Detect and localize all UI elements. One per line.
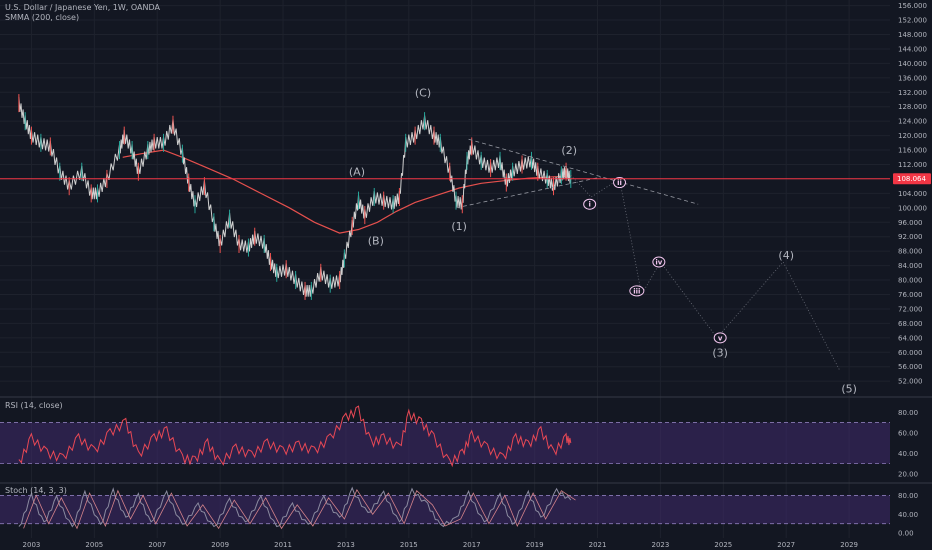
y-tick-label: 84.000 [898, 262, 923, 270]
y-tick-label: 40.00 [898, 450, 918, 458]
wave-label[interactable]: i [588, 201, 590, 209]
wave-label[interactable]: (5) [841, 382, 857, 395]
wave-label-circle[interactable] [713, 332, 727, 344]
y-tick-label: 96.000 [898, 219, 923, 227]
y-tick-label: 152.000 [898, 17, 927, 25]
triangle-lower-line[interactable] [455, 176, 601, 209]
rsi-line[interactable] [18, 405, 572, 468]
wave-label[interactable]: (4) [778, 249, 794, 262]
stoch-pane[interactable] [0, 486, 890, 530]
y-tick-label: 156.000 [898, 2, 927, 10]
x-tick-label: 2021 [589, 541, 607, 549]
smma-legend[interactable]: SMMA (200, close) [5, 13, 79, 22]
y-tick-label: 68.000 [898, 320, 923, 328]
x-tick-label: 2025 [714, 541, 732, 549]
wave-label[interactable]: iii [633, 287, 640, 295]
y-tick-label: 40.00 [898, 511, 918, 519]
y-tick-label: 20.00 [898, 470, 918, 478]
wave-label[interactable]: v [718, 334, 723, 342]
stoch-line[interactable] [18, 486, 572, 528]
smma-line[interactable] [122, 149, 571, 234]
y-tick-label: 116.000 [898, 147, 927, 155]
y-tick-label: 136.000 [898, 74, 927, 82]
rsi-band [0, 422, 890, 464]
wave-label-circle[interactable] [652, 256, 666, 268]
y-tick-label: 80.000 [898, 277, 923, 285]
y-tick-label: 0.00 [898, 530, 914, 538]
y-tick-label: 144.000 [898, 45, 927, 53]
x-tick-label: 2005 [85, 541, 103, 549]
x-tick-label: 2007 [148, 541, 166, 549]
y-tick-label: 104.000 [898, 190, 927, 198]
y-tick-label: 140.000 [898, 60, 927, 68]
y-tick-label: 56.000 [898, 363, 923, 371]
y-tick-label: 132.000 [898, 89, 927, 97]
x-tick-label: 2015 [400, 541, 418, 549]
current-price-badge: 108.064 [893, 173, 931, 185]
x-tick-label: 2029 [840, 541, 858, 549]
y-tick-label: 124.000 [898, 118, 927, 126]
wave-label[interactable]: (1) [451, 220, 467, 233]
y-tick-label: 80.00 [898, 409, 918, 417]
x-tick-label: 2013 [337, 541, 355, 549]
stoch-band [0, 495, 890, 524]
price-series[interactable] [18, 97, 572, 297]
wave-label[interactable]: (2) [561, 144, 577, 157]
wave-label-circle[interactable] [613, 177, 627, 189]
y-tick-label: 148.000 [898, 31, 927, 39]
x-tick-label: 2023 [652, 541, 670, 549]
y-tick-label: 128.000 [898, 103, 927, 111]
symbol-title[interactable]: U.S. Dollar / Japanese Yen, 1W, OANDA [5, 3, 161, 12]
wave-label-circle[interactable] [583, 198, 597, 210]
y-tick-label: 76.000 [898, 291, 923, 299]
x-tick-label: 2003 [23, 541, 41, 549]
x-tick-label: 2011 [274, 541, 292, 549]
y-tick-label: 72.000 [898, 305, 923, 313]
y-tick-label: 60.00 [898, 429, 918, 437]
stoch-signal-line[interactable] [23, 488, 576, 530]
y-tick-label: 88.000 [898, 248, 923, 256]
rsi-pane[interactable] [0, 405, 890, 468]
wave-label-circle[interactable] [629, 285, 645, 297]
stoch-legend[interactable]: Stoch (14, 3, 3) [5, 486, 67, 495]
svg-text:108.064: 108.064 [897, 175, 926, 183]
wave-label[interactable]: (A) [349, 166, 365, 179]
y-tick-label: 112.000 [898, 161, 927, 169]
x-tick-label: 2017 [463, 541, 481, 549]
price-axis[interactable]: 52.000 56.000 60.000 64.000 68.000 72.000 76.0… [898, 2, 927, 538]
rsi-legend[interactable]: RSI (14, close) [5, 401, 63, 410]
x-tick-label: 2027 [777, 541, 795, 549]
triangle-upper-line[interactable] [468, 138, 699, 205]
wave-label[interactable]: ii [617, 179, 622, 187]
wave-label[interactable]: (C) [415, 86, 431, 99]
wave-label[interactable]: (3) [712, 346, 728, 359]
x-tick-label: 2009 [211, 541, 229, 549]
wave-label[interactable]: iv [655, 259, 662, 267]
y-tick-label: 92.000 [898, 233, 923, 241]
y-tick-label: 64.000 [898, 334, 923, 342]
y-tick-label: 52.000 [898, 378, 923, 386]
wave-label[interactable]: (B) [368, 234, 384, 247]
y-tick-label: 60.000 [898, 349, 923, 357]
y-tick-label: 80.00 [898, 492, 918, 500]
time-axis[interactable]: 2003 2005 2007 2009 2011 2013 2015 2017 2019 2021… [23, 541, 858, 549]
x-tick-label: 2019 [526, 541, 544, 549]
y-tick-label: 100.000 [898, 204, 927, 212]
y-tick-label: 120.000 [898, 132, 927, 140]
